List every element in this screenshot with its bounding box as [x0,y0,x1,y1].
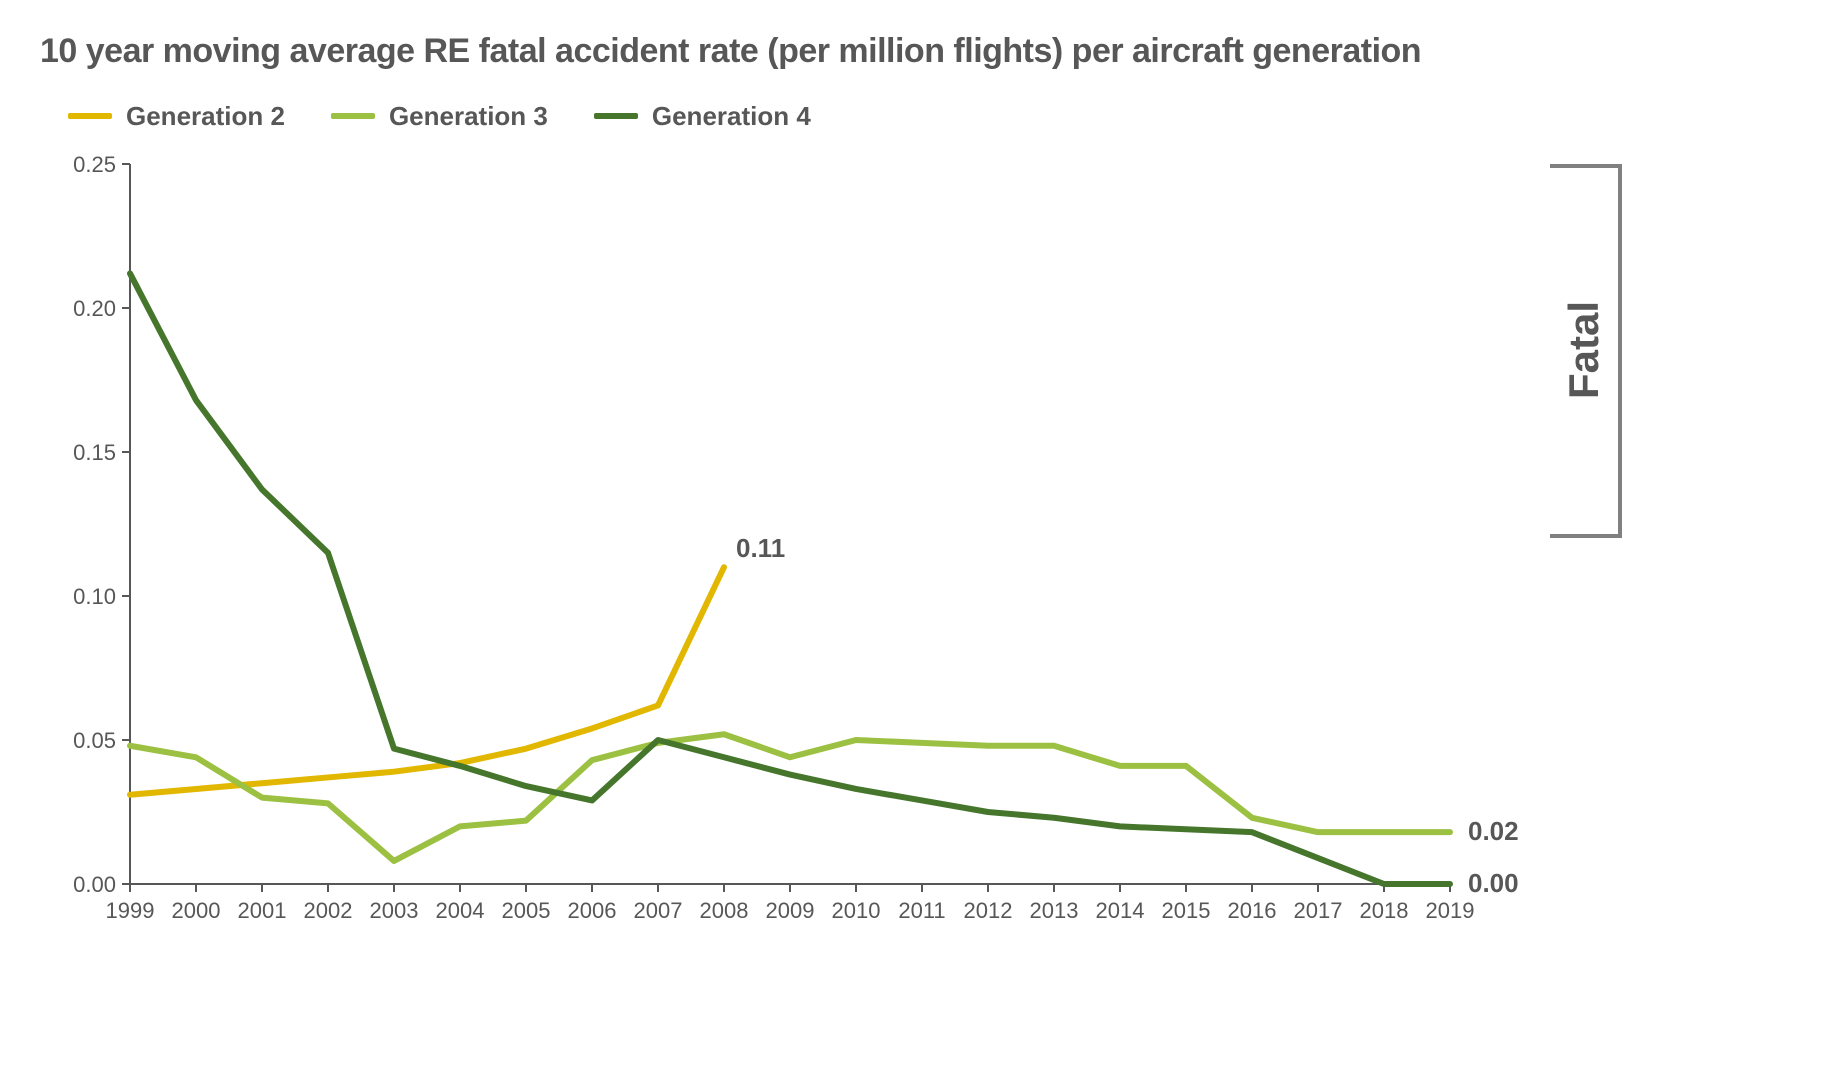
legend-item: Generation 2 [68,101,285,132]
x-tick-label: 2005 [494,898,558,924]
x-tick-label: 2012 [956,898,1020,924]
x-tick-label: 2001 [230,898,294,924]
legend-item: Generation 3 [331,101,548,132]
series-point-label: 0.11 [736,533,785,564]
legend-swatch [594,113,638,119]
legend-label: Generation 3 [389,101,548,132]
x-tick-label: 2008 [692,898,756,924]
legend-swatch [68,113,112,119]
y-tick-label: 0.05 [40,728,116,754]
legend-label: Generation 2 [126,101,285,132]
y-tick-label: 0.10 [40,584,116,610]
series-end-label: 0.00 [1468,868,1519,899]
y-tick-label: 0.15 [40,440,116,466]
legend-swatch [331,113,375,119]
x-tick-label: 2002 [296,898,360,924]
x-tick-label: 2010 [824,898,888,924]
x-tick-label: 2017 [1286,898,1350,924]
x-tick-label: 2015 [1154,898,1218,924]
chart-plot: 0.00 0.05 0.10 0.15 0.20 0.25 1999200020012002… [40,154,1470,934]
y-tick-label: 0.25 [40,152,116,178]
x-tick-label: 2006 [560,898,624,924]
x-tick-label: 2019 [1418,898,1482,924]
side-panel-fatal: Fatal [1550,164,1622,538]
legend: Generation 2 Generation 3 Generation 4 [68,101,1782,132]
legend-item: Generation 4 [594,101,811,132]
x-tick-label: 2014 [1088,898,1152,924]
legend-label: Generation 4 [652,101,811,132]
x-tick-label: 1999 [98,898,162,924]
side-panel-label: Fatal [1560,301,1608,399]
x-tick-label: 2011 [890,898,954,924]
series-line [130,734,1450,861]
y-tick-label: 0.00 [40,872,116,898]
x-tick-label: 2009 [758,898,822,924]
x-tick-label: 2018 [1352,898,1416,924]
series-end-label: 0.02 [1468,816,1519,847]
x-tick-label: 2013 [1022,898,1086,924]
x-tick-label: 2004 [428,898,492,924]
x-tick-label: 2007 [626,898,690,924]
y-tick-label: 0.20 [40,296,116,322]
x-tick-label: 2000 [164,898,228,924]
x-tick-label: 2003 [362,898,426,924]
chart-title: 10 year moving average RE fatal accident… [40,30,1782,73]
series-line [130,273,1450,884]
x-tick-label: 2016 [1220,898,1284,924]
